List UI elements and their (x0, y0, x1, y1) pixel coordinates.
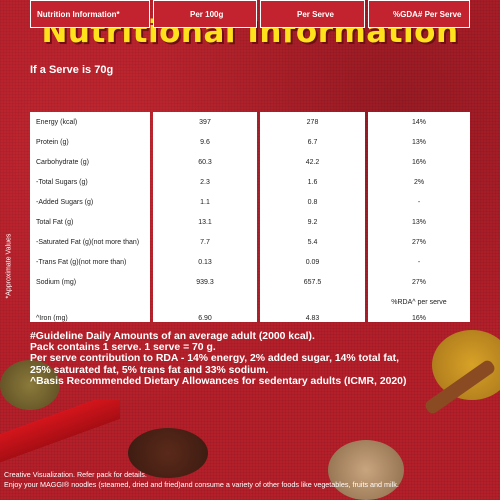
column-per-serve: 278 6.7 42.2 1.6 0.8 9.2 5.4 0.09 657.5 … (260, 112, 365, 322)
table-row-label: Energy (kcal) (36, 118, 78, 126)
column-gda: 14% 13% 16% 2% - 13% 27% - 27% %RDA^ per… (368, 112, 470, 322)
header-per-100g: Per 100g (153, 0, 257, 28)
table-row-label: -Total Sugars (g) (36, 178, 88, 186)
table-cell: 13% (411, 218, 426, 226)
table-cell: 6.7 (307, 138, 318, 146)
header-gda-per-serve: %GDA# Per Serve (368, 0, 470, 28)
table-cell: 27% (411, 238, 426, 246)
table-row-label: Total Fat (g) (36, 218, 74, 226)
spice-bowl-bottom (328, 440, 404, 500)
chilli-decoration (0, 400, 120, 470)
footnote: Per serve contribution to RDA - 14% ener… (30, 353, 399, 365)
table-row-label: -Trans Fat (g)(not more than) (36, 258, 127, 266)
bottom-disclaimer: Creative Visualization. Refer pack for d… (4, 470, 399, 490)
footnote: Pack contains 1 serve. 1 serve = 70 g. (30, 342, 216, 354)
table-cell: 27% (411, 278, 426, 286)
table-cell: 6.90 (198, 314, 212, 322)
table-row-label: -Saturated Fat (g)(not more than) (36, 238, 140, 246)
table-row-label: Protein (g) (36, 138, 69, 146)
rda-label: %RDA^ per serve (391, 298, 447, 306)
table-cell: 939.3 (196, 278, 214, 286)
approximate-values-note: *Approximate Values (5, 233, 13, 299)
disclaimer-line: Creative Visualization. Refer pack for d… (4, 470, 147, 479)
table-cell: 9.2 (307, 218, 318, 226)
table-cell: 0.13 (198, 258, 212, 266)
table-row-label: ^Iron (mg) (36, 314, 68, 322)
header-nutrition-information: Nutrition Information* (30, 0, 150, 28)
table-cell: 42.2 (305, 158, 320, 166)
table-cell: 4.83 (305, 314, 320, 322)
spice-pile-bottom-left (128, 428, 208, 478)
table-cell: 14% (411, 118, 426, 126)
header-per-serve: Per Serve (260, 0, 365, 28)
footnote: 25% saturated fat, 5% trans fat and 33% … (30, 364, 269, 376)
table-cell: 278 (306, 118, 319, 126)
serve-note: If a Serve is 70g (30, 64, 114, 76)
table-cell: 16% (411, 314, 426, 322)
table-row-label: Carbohydrate (g) (36, 158, 89, 166)
table-row-label: Sodium (mg) (36, 278, 77, 286)
table-cell: 7.7 (200, 238, 210, 246)
column-per-100g: 397 9.6 60.3 2.3 1.1 13.1 7.7 0.13 939.3… (153, 112, 257, 322)
table-cell: 397 (199, 118, 211, 126)
table-cell: 0.09 (305, 258, 320, 266)
footnote: ^Basis Recommended Dietary Allowances fo… (30, 375, 407, 387)
table-cell: 1.6 (307, 178, 318, 186)
table-cell: 13% (411, 138, 426, 146)
disclaimer-line: Enjoy your MAGGI® noodles (steamed, drie… (4, 480, 399, 489)
table-cell: - (417, 198, 421, 206)
table-cell: 2% (413, 178, 425, 186)
table-cell: 60.3 (198, 158, 212, 166)
footnotes: #Guideline Daily Amounts of an average a… (30, 331, 470, 387)
table-cell: 2.3 (200, 178, 210, 186)
table-cell: 9.6 (200, 138, 210, 146)
table-cell: 16% (411, 158, 426, 166)
table-cell: 657.5 (303, 278, 322, 286)
table-row-label: -Added Sugars (g) (36, 198, 94, 206)
table-cell: 5.4 (307, 238, 318, 246)
table-cell: - (417, 258, 421, 266)
table-cell: 1.1 (200, 198, 210, 206)
column-labels: Energy (kcal) Protein (g) Carbohydrate (… (30, 112, 150, 322)
table-cell: 13.1 (198, 218, 212, 226)
table-cell: 0.8 (307, 198, 318, 206)
footnote: #Guideline Daily Amounts of an average a… (30, 331, 315, 342)
